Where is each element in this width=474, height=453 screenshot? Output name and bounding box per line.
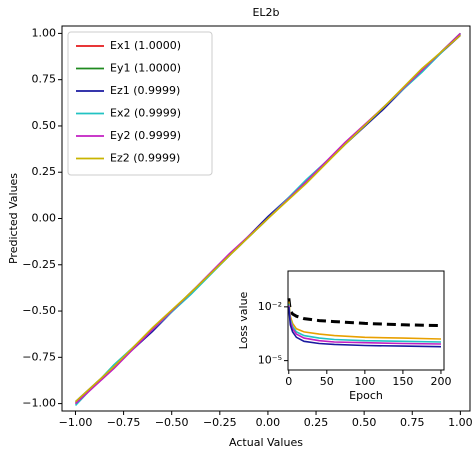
series-line	[288, 306, 442, 348]
legend-label: Ez1 (0.9999)	[110, 84, 180, 97]
y-tick-label: −1.00	[22, 397, 56, 410]
x-tick-label: −0.50	[155, 416, 189, 429]
y-tick-label: 10⁻²	[258, 300, 282, 313]
series-line	[287, 298, 442, 328]
x-tick-label: 200	[430, 375, 451, 388]
y-tick-label: −0.25	[22, 258, 56, 271]
y-tick-label: 1.00	[32, 26, 57, 39]
x-tick-label: 100	[354, 375, 375, 388]
axes-frame	[287, 270, 445, 371]
chart-title: EL2b	[252, 6, 279, 19]
x-tick-label: 1.00	[448, 416, 473, 429]
legend-label: Ex1 (1.0000)	[110, 39, 181, 52]
y-tick-label: 0.75	[32, 73, 57, 86]
y-tick-label: 0.50	[32, 119, 57, 132]
y-tick-label: 0.00	[32, 212, 57, 225]
y-axis-label: Loss value	[237, 291, 250, 349]
y-axis-label: Predicted Values	[7, 173, 20, 264]
x-tick-label: 0.25	[304, 416, 329, 429]
legend-label: Ey2 (0.9999)	[110, 129, 181, 142]
plot-area	[288, 271, 444, 370]
x-axis-label: Actual Values	[229, 436, 303, 449]
x-tick-label: −0.25	[203, 416, 237, 429]
x-axis-label: Epoch	[349, 389, 383, 402]
series-line	[288, 301, 442, 340]
x-tick-label: 0.50	[352, 416, 377, 429]
series-line	[74, 34, 461, 403]
legend-label: Ey1 (1.0000)	[110, 62, 181, 75]
y-tick-label: −0.75	[22, 350, 56, 363]
legend-label: Ex2 (0.9999)	[110, 107, 181, 120]
x-tick-label: 0	[285, 375, 292, 388]
series-line	[288, 305, 442, 345]
legend-label: Ez2 (0.9999)	[110, 152, 180, 165]
x-tick-label: −1.00	[59, 416, 93, 429]
axes-frame	[61, 25, 471, 412]
y-tick-label: 10⁻⁵	[258, 354, 282, 367]
x-tick-label: 0.75	[400, 416, 425, 429]
x-tick-label: 150	[392, 375, 413, 388]
y-tick-label: 0.25	[32, 165, 57, 178]
y-tick-label: −0.50	[22, 304, 56, 317]
x-tick-label: 0.00	[256, 416, 281, 429]
x-tick-label: −0.75	[107, 416, 141, 429]
x-tick-label: 50	[320, 375, 334, 388]
